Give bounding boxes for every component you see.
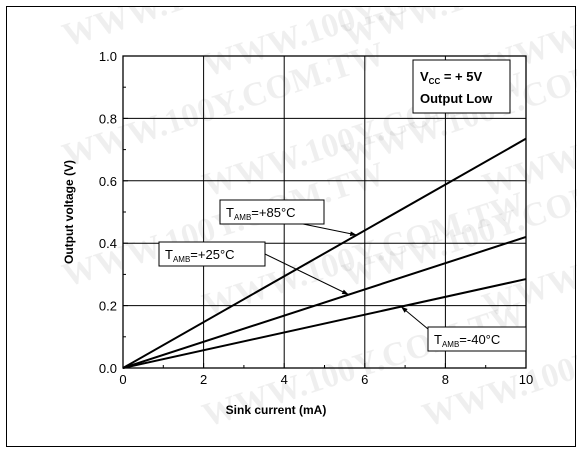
series-label-box [427,326,527,352]
leader-arrowhead [341,289,349,295]
series-layer [122,137,527,369]
leader-line [302,223,357,236]
axes-layer: 0 2 4 6 8 10 0.0 0.2 0.4 0.6 0.8 1.0 [99,49,533,387]
series-label: TAMB=+85°C [226,205,296,222]
y-tick-label: 0.0 [99,361,117,376]
y-tick-label: 1.0 [99,49,117,64]
series-label: TAMB=-40°C [434,332,500,349]
series-line [122,137,527,369]
series-line [122,236,527,369]
conditions-box [412,59,511,114]
y-axis-title: Output voltage (V) [62,160,76,264]
series-label-box [219,199,325,225]
x-tick-label: 2 [200,372,207,387]
x-tick-label: 10 [519,372,533,387]
x-tick-label: 0 [119,372,126,387]
y-tick-label: 0.6 [99,174,117,189]
x-tick-label: 6 [361,372,368,387]
annotation-layer: TAMB=+85°C TAMB=+25°C TAMB=-40°C VCC = + 5V… [158,59,527,352]
conditions-output: Output Low [420,91,493,106]
leader-arrowhead [349,231,357,237]
chart-frame: WWW.100Y.COM.TW WWW.100Y.COM.TW WWW.100Y.C… [6,6,577,447]
series-label-box [158,241,266,267]
y-tick-label: 0.8 [99,111,117,126]
y-tick-label: 0.4 [99,236,117,251]
x-tick-label: 4 [281,372,288,387]
leader-line [264,253,349,296]
x-tick-label: 8 [442,372,449,387]
series-label: TAMB=+25°C [165,247,235,264]
series-line [122,278,527,369]
y-tick-label: 0.2 [99,299,117,314]
x-axis-title: Sink current (mA) [226,403,327,417]
conditions-vcc: VCC = + 5V [420,69,482,86]
chart-svg: WWW.100Y.COM.TWWWW.100Y.COM.TWWWW.100Y.C… [58,7,577,435]
leader-arrowhead [401,306,408,313]
